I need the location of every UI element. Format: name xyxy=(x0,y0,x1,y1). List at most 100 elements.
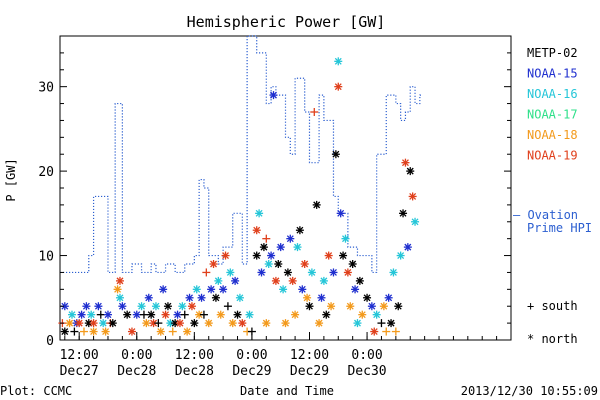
data-point-noaa-15-north xyxy=(103,310,112,319)
marker-stroke xyxy=(142,319,150,327)
data-point-noaa-16-north xyxy=(151,302,160,311)
data-point-metp-02-south xyxy=(139,310,148,319)
data-point-noaa-19-north xyxy=(288,276,297,285)
marker-stroke xyxy=(289,277,297,285)
data-point-noaa-18-south xyxy=(168,327,177,336)
data-point-noaa-19-north xyxy=(271,276,280,285)
marker-stroke xyxy=(102,328,110,336)
data-point-noaa-19-north xyxy=(127,327,136,336)
marker-stroke xyxy=(207,285,215,293)
legend-ovation-line2: Prime HPI xyxy=(527,221,592,235)
data-point-noaa-16-north xyxy=(372,310,381,319)
marker-stroke xyxy=(318,294,325,302)
data-point-noaa-19-south xyxy=(310,108,319,116)
marker-stroke xyxy=(399,209,407,217)
marker-stroke xyxy=(358,311,366,319)
data-point-noaa-16-north xyxy=(307,268,316,277)
data-point-metp-02-north xyxy=(60,327,69,336)
data-point-noaa-19-north xyxy=(300,260,309,268)
marker-stroke xyxy=(334,57,342,65)
marker-stroke xyxy=(296,226,304,234)
marker-stroke xyxy=(342,235,349,243)
marker-stroke xyxy=(337,209,345,217)
legend-entry-noaa-18: NOAA-18 xyxy=(527,128,578,142)
data-point-noaa-16-north xyxy=(396,251,405,260)
data-point-metp-02-north xyxy=(252,251,261,260)
data-point-noaa-18-south xyxy=(391,327,400,336)
data-point-metp-02-north xyxy=(394,302,403,311)
marker-stroke xyxy=(322,311,330,319)
marker-stroke xyxy=(294,243,301,251)
data-point-metp-02-north xyxy=(406,167,415,176)
data-point-noaa-15-north xyxy=(82,302,91,311)
marker-stroke xyxy=(190,319,198,327)
data-point-noaa-16-north xyxy=(67,310,76,319)
legend-north-symbol: * north xyxy=(527,332,578,346)
data-point-noaa-16-north xyxy=(99,319,108,328)
marker-stroke xyxy=(68,311,76,319)
x-tick-label-time: 12:00 xyxy=(60,348,99,363)
marker-stroke xyxy=(214,277,222,285)
data-point-noaa-19-north xyxy=(75,319,84,328)
marker-stroke xyxy=(128,328,136,336)
marker-stroke xyxy=(308,268,316,276)
data-point-noaa-15-north xyxy=(118,302,127,311)
data-point-noaa-18-north xyxy=(303,293,312,302)
data-point-metp-02-north xyxy=(163,302,172,311)
marker-stroke xyxy=(267,252,275,260)
marker-stroke xyxy=(262,319,270,327)
marker-stroke xyxy=(82,302,90,310)
marker-stroke xyxy=(150,319,158,327)
data-point-metp-02-north xyxy=(305,302,314,311)
data-point-noaa-15-north xyxy=(231,276,240,285)
data-point-metp-02-north xyxy=(339,251,348,260)
marker-stroke xyxy=(349,260,357,268)
data-point-noaa-19-north xyxy=(238,319,247,328)
data-point-metp-02-north xyxy=(123,310,132,319)
data-point-noaa-15-north xyxy=(317,293,326,302)
data-point-noaa-18-north xyxy=(216,310,225,319)
marker-stroke xyxy=(373,311,381,319)
y-tick-label: 0 xyxy=(46,334,54,349)
data-point-noaa-19-north xyxy=(175,319,184,328)
data-point-noaa-16-north xyxy=(319,276,328,285)
data-point-noaa-15-north xyxy=(336,209,345,218)
marker-stroke xyxy=(356,277,364,285)
data-point-noaa-16-north xyxy=(279,285,288,294)
marker-stroke xyxy=(351,285,359,293)
data-point-noaa-16-north xyxy=(214,276,223,285)
marker-stroke xyxy=(380,302,388,310)
y-axis: 0 10 20 30 xyxy=(38,35,511,349)
data-point-noaa-16-north xyxy=(245,310,254,319)
x-tick-label-date: Dec27 xyxy=(60,364,99,379)
data-point-noaa-16-north xyxy=(293,243,302,252)
data-point-noaa-15-north xyxy=(132,310,141,319)
marker-stroke xyxy=(193,285,201,293)
marker-stroke xyxy=(78,311,86,319)
data-point-noaa-15-north xyxy=(286,234,295,243)
x-tick-label-date: Dec30 xyxy=(347,364,386,379)
marker-stroke xyxy=(272,277,280,285)
x-tick-label-time: 0:00 xyxy=(351,348,382,363)
marker-stroke xyxy=(258,268,265,276)
data-point-noaa-19-south xyxy=(262,234,271,243)
data-point-noaa-18-north xyxy=(113,285,122,294)
marker-stroke xyxy=(270,91,277,99)
marker-stroke xyxy=(406,167,414,175)
marker-stroke xyxy=(303,294,311,302)
marker-stroke xyxy=(411,218,419,226)
x-tick-label-time: 12:00 xyxy=(175,348,214,363)
data-point-noaa-16-north xyxy=(226,268,235,277)
data-point-noaa-16-north xyxy=(115,293,124,302)
data-point-noaa-19-north xyxy=(221,251,230,260)
data-point-noaa-19-south xyxy=(202,268,211,277)
data-point-noaa-15-north xyxy=(403,243,412,252)
footer-timestamp: 2013/12/30 10:55:09 xyxy=(461,384,598,398)
data-point-noaa-19-north xyxy=(370,327,379,336)
data-point-noaa-16-north xyxy=(389,268,398,277)
marker-stroke xyxy=(147,311,155,319)
satellite-points xyxy=(58,57,420,336)
marker-stroke xyxy=(394,302,402,310)
marker-stroke xyxy=(183,328,191,336)
